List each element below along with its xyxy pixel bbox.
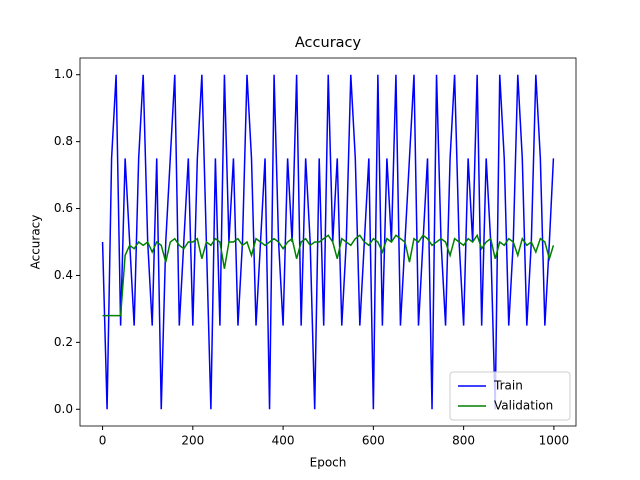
x-tick-label: 400 (272, 434, 295, 448)
y-tick-label: 0.0 (54, 402, 73, 416)
series-line (102, 233, 555, 317)
y-tick-label: 1.0 (54, 67, 73, 81)
x-tick-label: 0 (99, 434, 107, 448)
y-tick-label: 0.6 (54, 201, 73, 215)
x-tick-label: 600 (362, 434, 385, 448)
legend-label: Train (493, 379, 523, 393)
x-tick-label: 1000 (539, 434, 570, 448)
x-tick-label: 200 (181, 434, 204, 448)
x-tick-label: 800 (452, 434, 475, 448)
y-axis-label: Accuracy (29, 215, 43, 270)
y-tick-label: 0.8 (54, 134, 73, 148)
chart-title: Accuracy (295, 35, 362, 51)
legend-label: Validation (494, 399, 553, 413)
y-tick-label: 0.4 (54, 268, 73, 282)
legend-box (449, 371, 571, 421)
y-tick-label: 0.2 (54, 335, 73, 349)
x-axis-label: Epoch (310, 456, 347, 470)
axes-frame (79, 57, 577, 427)
